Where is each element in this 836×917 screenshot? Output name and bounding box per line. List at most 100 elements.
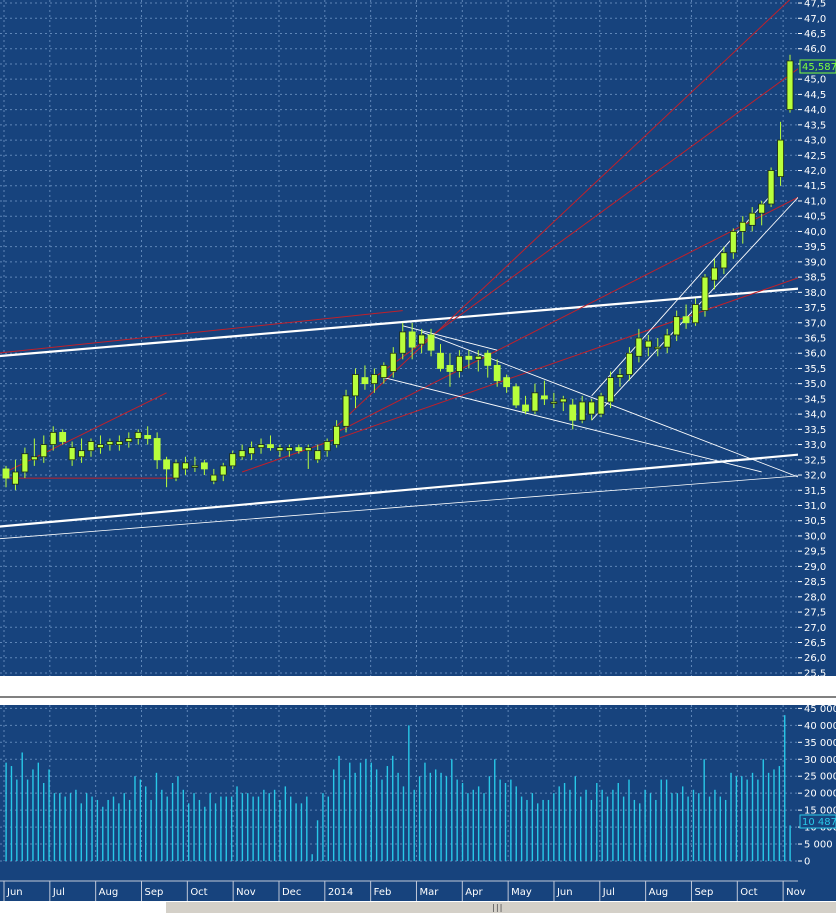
volume-bar [434,769,437,861]
candle [210,468,218,485]
volume-bar [655,799,657,861]
candle [531,383,539,415]
horizontal-scrollbar[interactable]: ||| [166,901,836,913]
volume-bar [665,779,668,861]
candle [786,54,794,113]
volume-bar [542,799,544,861]
candle [522,395,529,415]
candle [238,444,246,460]
candle [172,459,180,482]
price-tick-label: 44,5 [804,90,826,101]
last-price-marker: 45,587 [799,59,836,74]
volume-bar [639,803,641,861]
price-tick-label: 37,5 [804,303,826,314]
candle [68,441,76,466]
price-axis [798,0,836,676]
volume-bar [644,789,646,861]
candle [229,450,237,469]
candle [295,444,303,454]
time-tick-label: Sep [144,887,163,898]
candle [399,322,407,360]
volume-bar [757,779,759,861]
price-axis-ticks: 25,5 26,0 26,5 27,0 27,5 28,0 28,5 29,0 29,5 30,0… [798,0,826,679]
volume-tick-label: 35 000 [804,738,836,749]
volume-bar [69,793,72,861]
volume-bar [724,799,727,861]
volume-bar [263,789,265,861]
price-tick-label: 34,0 [804,410,826,421]
volume-bar [166,796,168,861]
volume-bar [402,786,405,861]
time-tick-label: Oct [190,887,207,898]
candle [418,328,426,354]
candle [635,328,643,363]
volume-bar [494,759,496,861]
volume-bar [440,772,442,861]
volume-bar [698,793,700,861]
time-tick-label: Mar [419,887,439,898]
price-tick-label: 31,5 [804,486,826,497]
candle [503,374,511,393]
volume-bar [483,793,485,861]
volume-bar [537,803,539,861]
volume-bar [472,789,474,861]
volume-bar [75,789,77,861]
candle [115,435,123,451]
candle [673,310,681,342]
volume-bar [687,796,689,861]
candle [352,368,359,409]
volume-bar [563,783,566,861]
volume-bar [590,799,593,861]
candle [163,456,170,488]
candle [692,298,699,326]
time-tick-label: Sep [694,887,713,898]
volume-bar [128,799,131,861]
time-tick-label: Jun [556,887,573,898]
volume-bar [375,769,378,861]
volume-bar [692,789,695,861]
price-tick-label: 32,0 [804,471,826,482]
candle [493,359,501,387]
volume-bar [118,803,120,861]
candle [40,435,48,463]
volume-tick-label: 40 000 [804,721,836,732]
volume-bar [418,776,421,861]
volume-bar [596,783,598,861]
candle [182,456,189,476]
volume-bar [574,776,577,861]
volume-bar [332,769,335,861]
volume-bar [107,799,109,861]
volume-axis [798,705,836,881]
volume-bar [37,762,40,861]
volume-bar [80,803,82,861]
volume-bar [628,779,630,861]
time-tick-label: Aug [649,887,669,898]
candle [644,334,652,357]
time-tick-label: Jun [6,887,23,898]
price-tick-label: 30,0 [804,531,826,542]
candle [739,216,747,244]
candle [569,398,577,430]
volume-bar [520,796,523,861]
scrollbar-grip-icon[interactable]: ||| [491,903,503,912]
candle [654,338,662,357]
price-panel [0,0,798,676]
candle [758,200,766,226]
volume-bar [579,796,582,861]
volume-bar [96,799,99,861]
volume-bar [708,796,711,861]
price-tick-label: 42,5 [804,151,826,162]
price-tick-label: 29,5 [804,547,826,558]
candle [314,444,322,463]
volume-bar [622,796,625,861]
volume-bar [746,779,748,861]
candle [106,438,114,451]
price-tick-label: 36,0 [804,349,826,360]
last-price-label: 45,587 [802,62,836,73]
price-tick-label: 45,0 [804,75,826,86]
volume-bar [633,799,636,861]
volume-bar [327,796,329,861]
time-tick-label: Feb [374,887,392,898]
candle [30,438,38,466]
